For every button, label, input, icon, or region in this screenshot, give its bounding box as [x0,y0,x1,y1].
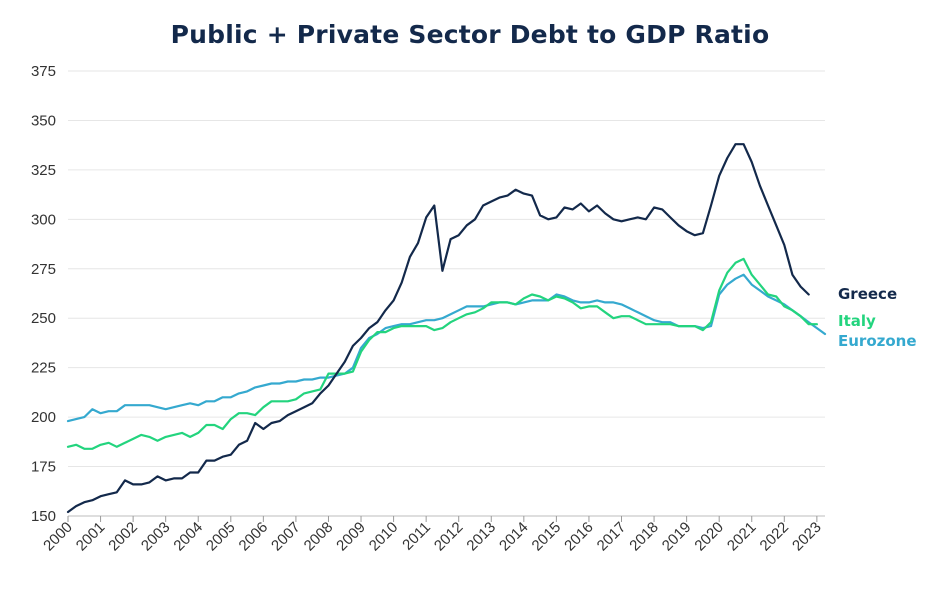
series-lines [66,143,827,514]
y-tick-label: 275 [31,261,56,278]
legend: Greece Italy Eurozone [838,285,917,350]
x-tick-label: 2008 [301,519,337,555]
x-tick-label: 2018 [626,519,662,555]
y-tick-label: 325 [31,162,56,179]
x-tick-label: 2013 [463,519,499,555]
x-tick-label: 2023 [789,519,825,555]
y-tick-label: 150 [31,508,56,525]
y-axis-ticks: 150 175 200 225 250 275 300 325 350 375 [31,63,56,525]
chart-title: Public + Private Sector Debt to GDP Rati… [170,20,770,49]
x-tick-label: 2009 [333,519,369,555]
y-tick-label: 375 [31,63,56,80]
x-tick-label: 2005 [203,519,239,555]
gridlines [68,70,825,517]
series-line-eurozone [66,273,827,423]
y-tick-label: 200 [31,409,56,426]
x-tick-label: 2012 [431,519,467,555]
y-tick-label: 350 [31,112,56,129]
series-line-greece [66,143,810,514]
x-tick-label: 2017 [594,519,630,555]
x-tick-label: 2020 [691,519,727,555]
legend-label-eurozone: Eurozone [838,332,917,350]
y-tick-label: 225 [31,360,56,377]
x-tick-label: 2006 [236,519,272,555]
x-tick-label: 2002 [105,519,141,555]
x-tick-label: 2007 [268,519,304,555]
x-tick-label: 2011 [399,519,434,554]
x-tick-label: 2015 [529,519,565,555]
x-tick-label: 2003 [138,519,174,555]
x-axis-ticks: 2000200120022003200420052006200720082009… [40,516,825,555]
x-tick-label: 2014 [496,519,532,555]
series-line-italy [66,257,819,450]
x-tick-label: 2010 [366,519,402,555]
legend-label-italy: Italy [838,312,876,330]
y-tick-label: 175 [31,459,56,476]
x-tick-label: 2004 [170,519,206,555]
legend-label-greece: Greece [838,285,897,303]
x-tick-label: 2019 [659,519,695,555]
y-tick-label: 250 [31,310,56,327]
x-tick-label: 2001 [73,519,109,555]
x-tick-label: 2022 [757,519,793,555]
y-tick-label: 300 [31,211,56,228]
x-tick-label: 2016 [561,519,597,555]
x-tick-label: 2021 [724,519,760,555]
